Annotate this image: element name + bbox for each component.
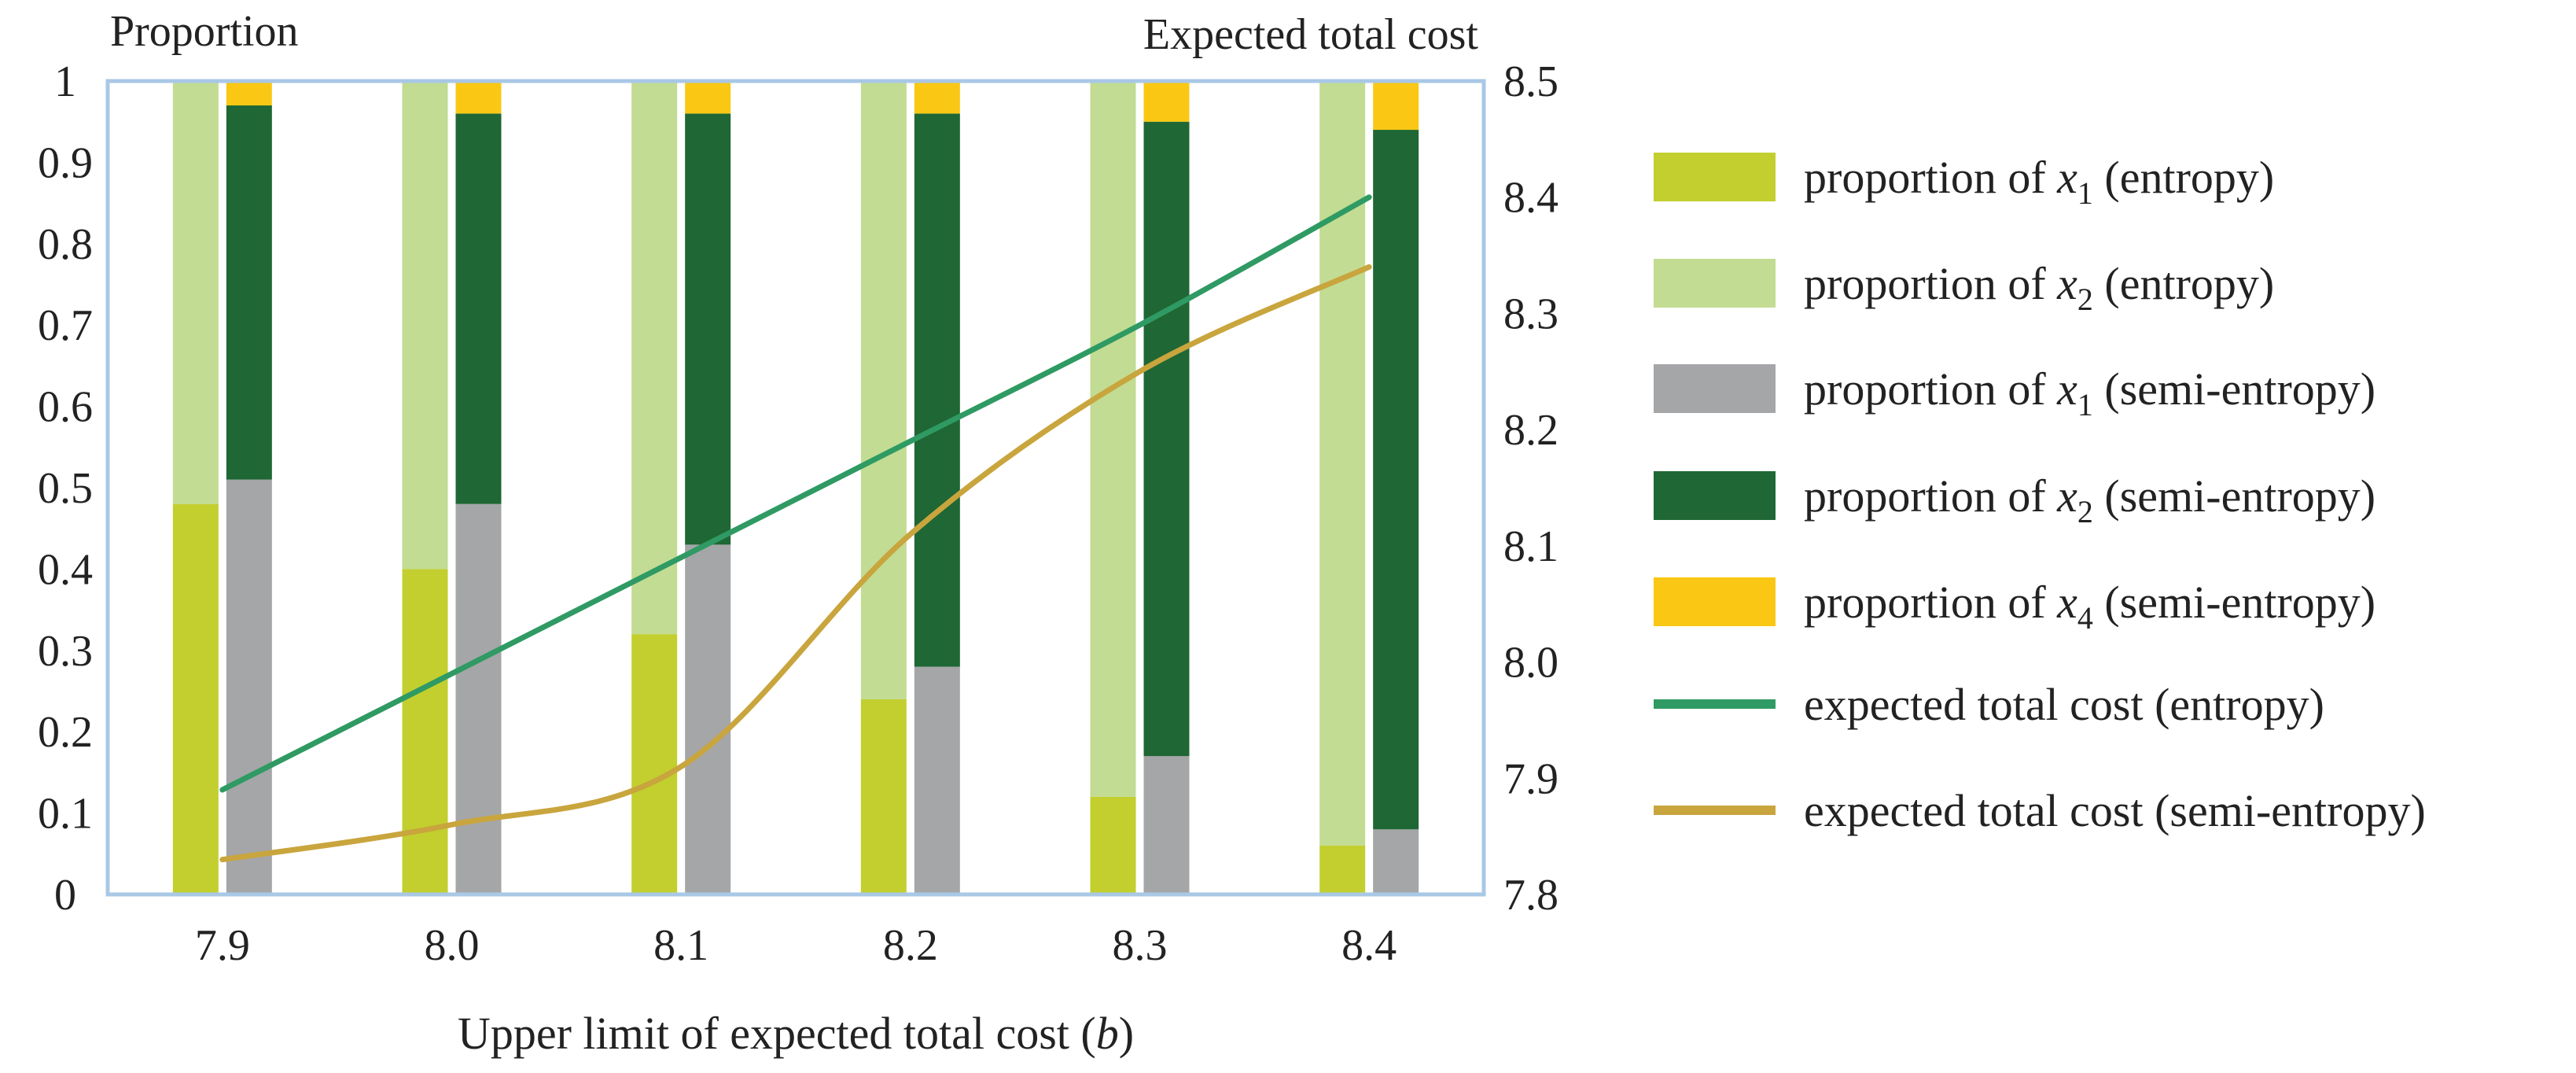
bar-layer bbox=[172, 81, 1419, 894]
bar-semi-entropy-series2-8.2 bbox=[914, 113, 960, 667]
bar-semi-entropy-series3-8.3 bbox=[1143, 81, 1190, 122]
x-tick-label: 8.0 bbox=[425, 921, 480, 970]
bar-semi-entropy-series1-8.1 bbox=[685, 544, 731, 894]
bar-semi-entropy-series3-8.2 bbox=[914, 81, 960, 114]
x-tick-label: 8.4 bbox=[1341, 921, 1397, 970]
bar-semi-entropy-series2-8.1 bbox=[685, 113, 731, 545]
x-tick-label: 8.1 bbox=[653, 921, 708, 970]
left-tick-label: 0.9 bbox=[38, 138, 93, 187]
legend-swatch-1 bbox=[1654, 153, 1776, 201]
left-tick-label: 0 bbox=[54, 871, 76, 920]
bar-entropy-series1-7.9 bbox=[172, 503, 219, 894]
plot-frame bbox=[105, 79, 1486, 897]
bar-entropy-series1-8.3 bbox=[1090, 796, 1136, 894]
bar-entropy-series2-8.2 bbox=[860, 81, 907, 699]
bar-semi-entropy-series2-8.3 bbox=[1143, 121, 1190, 757]
left-tick-label: 0.1 bbox=[38, 790, 93, 839]
left-tick-label: 0.5 bbox=[38, 464, 93, 513]
legend-line-swatch-7 bbox=[1654, 806, 1776, 815]
right-tick-label: 8.2 bbox=[1503, 406, 1558, 455]
x-tick-label: 7.9 bbox=[195, 921, 250, 970]
legend-swatch-5 bbox=[1654, 577, 1776, 626]
legend-swatch-4 bbox=[1654, 471, 1776, 520]
right-tick-label: 8.5 bbox=[1503, 57, 1558, 106]
left-tick-label: 0.8 bbox=[38, 220, 93, 269]
line-layer bbox=[219, 194, 1372, 863]
bar-semi-entropy-series3-8.4 bbox=[1373, 81, 1419, 131]
x-tick-label: 8.2 bbox=[883, 921, 938, 970]
bar-entropy-series1-8.2 bbox=[860, 699, 907, 894]
legend-swatch-2 bbox=[1654, 259, 1776, 308]
bar-semi-entropy-series2-8.0 bbox=[455, 113, 502, 504]
bar-entropy-series1-8.0 bbox=[402, 569, 448, 894]
bar-semi-entropy-series1-8.0 bbox=[455, 503, 502, 894]
legend-label-1: proportion of x1 (entropy) bbox=[1804, 152, 2274, 211]
legend-label-6: expected total cost (entropy) bbox=[1804, 679, 2324, 730]
bar-semi-entropy-series2-7.9 bbox=[226, 105, 272, 480]
bar-semi-entropy-series1-7.9 bbox=[226, 479, 272, 894]
left-tick-label: 0.2 bbox=[38, 708, 93, 757]
bar-semi-entropy-series3-8.1 bbox=[685, 81, 731, 114]
line-series-1 bbox=[219, 194, 1372, 793]
legend-swatch-3 bbox=[1654, 364, 1776, 413]
legend-label-4: proportion of x2 (semi-entropy) bbox=[1804, 470, 2375, 529]
bar-semi-entropy-series1-8.4 bbox=[1373, 829, 1419, 894]
axes-layer: 0 0.1 0.2 0.3 0.4 0.5 0.6 0.7 0.8 0.9 1 7.8 7.9 8.0 8.… bbox=[38, 7, 1558, 1059]
right-tick-label: 7.9 bbox=[1503, 754, 1558, 803]
bar-entropy-series2-8.4 bbox=[1319, 81, 1366, 846]
bar-entropy-series2-8.0 bbox=[402, 81, 448, 570]
bar-semi-entropy-series2-8.4 bbox=[1373, 130, 1419, 830]
left-tick-label: 0.4 bbox=[38, 545, 93, 594]
bar-semi-entropy-series3-8.0 bbox=[455, 81, 502, 114]
legend: proportion of x1 (entropy) proportion of … bbox=[1654, 152, 2426, 836]
bar-entropy-series2-7.9 bbox=[172, 81, 219, 504]
right-tick-label: 8.3 bbox=[1503, 289, 1558, 338]
bar-entropy-series2-8.3 bbox=[1090, 81, 1136, 797]
left-tick-label: 0.6 bbox=[38, 383, 93, 432]
legend-label-7: expected total cost (semi-entropy) bbox=[1804, 785, 2426, 836]
right-axis-title: Expected total cost bbox=[1143, 10, 1479, 59]
x-axis-label: Upper limit of expected total cost (b) bbox=[458, 1008, 1134, 1059]
legend-label-2: proportion of x2 (entropy) bbox=[1804, 258, 2274, 317]
bar-semi-entropy-series1-8.3 bbox=[1143, 756, 1190, 894]
bar-entropy-series1-8.1 bbox=[631, 634, 678, 894]
legend-line-swatch-6 bbox=[1654, 699, 1776, 709]
bar-semi-entropy-series3-7.9 bbox=[226, 81, 272, 106]
right-tick-label: 7.8 bbox=[1503, 871, 1558, 920]
left-tick-label: 0.7 bbox=[38, 301, 93, 350]
bar-entropy-series2-8.1 bbox=[631, 81, 678, 635]
left-tick-label: 0.3 bbox=[38, 627, 93, 676]
bar-entropy-series1-8.4 bbox=[1319, 845, 1366, 894]
bar-semi-entropy-series1-8.2 bbox=[914, 666, 960, 894]
line-series-2 bbox=[219, 264, 1372, 863]
left-tick-label: 1 bbox=[54, 57, 76, 106]
legend-label-3: proportion of x1 (semi-entropy) bbox=[1804, 363, 2375, 422]
right-tick-label: 8.0 bbox=[1503, 639, 1558, 688]
left-axis-title: Proportion bbox=[110, 7, 299, 56]
x-tick-label: 8.3 bbox=[1113, 921, 1168, 970]
right-tick-label: 8.4 bbox=[1503, 174, 1558, 223]
right-tick-label: 8.1 bbox=[1503, 522, 1558, 571]
legend-label-5: proportion of x4 (semi-entropy) bbox=[1804, 577, 2375, 636]
